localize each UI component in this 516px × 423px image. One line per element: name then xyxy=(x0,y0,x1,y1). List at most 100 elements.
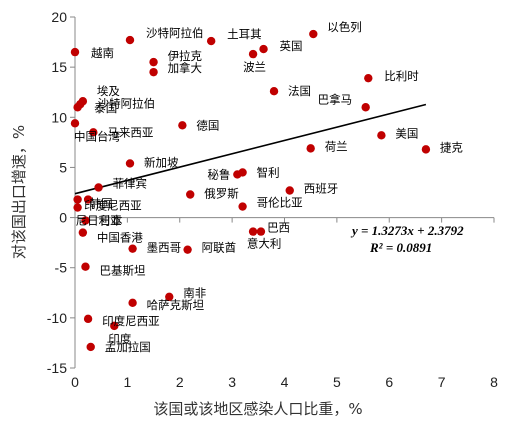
data-point-label: 美国 xyxy=(395,126,418,140)
trendline-group xyxy=(74,103,427,195)
data-point-label: 中国香港 xyxy=(97,231,143,245)
data-point-label: 新加坡 xyxy=(144,155,179,169)
data-point-label: 伊拉克 xyxy=(168,49,203,63)
data-point-label: 巴拿马 xyxy=(318,92,353,106)
data-point-label: 越南 xyxy=(91,46,114,60)
data-point-label: 日本 xyxy=(99,214,122,228)
x-tick-label: 2 xyxy=(176,374,184,390)
data-point xyxy=(238,168,247,177)
y-tick-label: 5 xyxy=(59,159,67,175)
x-tick-label: 1 xyxy=(123,374,131,390)
data-point-label: 英国 xyxy=(280,39,303,53)
data-point-label: 印度尼西亚 xyxy=(84,199,142,213)
x-tick-label: 7 xyxy=(438,374,446,390)
data-point-label: 智利 xyxy=(257,165,280,179)
y-tick-label: 20 xyxy=(51,9,67,25)
data-point-label: 菲律宾 xyxy=(113,176,148,190)
data-point xyxy=(83,195,93,204)
data-point-label: 泰国 xyxy=(94,101,117,115)
x-tick-label: 3 xyxy=(228,374,236,390)
data-point xyxy=(128,298,137,308)
data-point xyxy=(377,131,386,140)
data-point xyxy=(125,35,135,45)
y-tick-label: -5 xyxy=(55,260,68,276)
x-tick-label: 0 xyxy=(71,374,79,390)
data-point-label: 捷克 xyxy=(440,140,463,154)
data-point xyxy=(183,245,192,254)
data-point-label: 秘鲁 xyxy=(207,167,230,181)
data-point-label: 哈萨克斯坦 xyxy=(147,298,205,312)
data-point xyxy=(128,244,137,253)
data-point-label: 尼日利亚 xyxy=(76,214,122,228)
r-squared-label: R² = 0.0891 xyxy=(369,240,432,255)
y-tick-label: 0 xyxy=(59,210,67,226)
x-tick-label: 6 xyxy=(385,374,393,390)
data-point xyxy=(421,145,431,154)
data-point-label: 沙特阿拉伯 xyxy=(146,26,204,40)
data-point-label: 阿联酋 xyxy=(202,241,237,255)
data-point-label: 哥伦比亚 xyxy=(257,196,303,210)
data-point-label: 印度尼西亚 xyxy=(102,314,160,328)
x-tick-label: 8 xyxy=(490,374,498,390)
trendline-equation: y = 1.3273x + 2.3792 xyxy=(350,223,464,238)
data-point-label: 波兰 xyxy=(243,60,266,74)
data-point-label: 沙特阿拉伯 xyxy=(98,96,155,110)
y-tick-label: -15 xyxy=(47,360,67,376)
data-point xyxy=(238,202,247,211)
data-point-label: 法国 xyxy=(288,84,311,98)
data-point xyxy=(285,186,294,195)
data-point xyxy=(70,47,80,57)
x-tick-label: 5 xyxy=(333,374,341,390)
data-point-label: 意大利 xyxy=(247,237,282,251)
data-point xyxy=(86,342,95,352)
data-point xyxy=(81,216,90,225)
data-point xyxy=(76,100,85,109)
data-point xyxy=(256,227,266,236)
data-point-label: 巴西 xyxy=(267,221,290,235)
y-tick-label: 10 xyxy=(51,109,67,125)
data-point xyxy=(186,190,195,199)
data-point-label: 土耳其 xyxy=(227,27,261,41)
data-point xyxy=(364,73,373,83)
data-point xyxy=(149,57,158,67)
y-tick-label: -10 xyxy=(47,310,67,326)
data-point-label: 以色列 xyxy=(327,20,362,34)
data-point-label: 马来西亚 xyxy=(107,125,153,139)
data-point xyxy=(269,87,279,96)
data-point xyxy=(206,36,216,46)
trendline xyxy=(74,103,427,195)
data-point xyxy=(73,203,82,212)
data-point-label: 俄罗斯 xyxy=(204,187,239,201)
data-point-label: 中国台湾 xyxy=(74,129,120,143)
data-point-label: 墨西哥 xyxy=(147,241,182,255)
data-point xyxy=(94,183,103,192)
data-point-label: 韩国 xyxy=(90,197,113,211)
data-point xyxy=(248,49,258,59)
data-point xyxy=(70,119,80,128)
data-point xyxy=(309,29,318,39)
data-point-label: 巴基斯坦 xyxy=(99,264,145,278)
data-point-label: 孟加拉国 xyxy=(105,340,151,354)
data-point-label: 埃及 xyxy=(97,84,120,98)
y-axis-title: 对该国出口增速，% xyxy=(10,125,28,259)
y-tick-label: 15 xyxy=(51,59,67,75)
data-point xyxy=(149,67,158,77)
data-point-label: 南非 xyxy=(183,286,206,300)
data-point xyxy=(83,314,93,324)
data-point xyxy=(78,228,88,237)
data-point xyxy=(125,159,135,168)
data-point xyxy=(259,44,268,54)
data-point-label: 西班牙 xyxy=(304,181,339,195)
x-tick-label: 4 xyxy=(281,374,289,390)
data-point xyxy=(361,103,370,112)
data-point xyxy=(306,144,315,153)
data-point-label: 比利时 xyxy=(384,69,419,83)
data-point xyxy=(89,128,98,137)
points-group xyxy=(70,29,431,352)
data-point xyxy=(81,262,90,271)
data-point xyxy=(178,121,187,130)
